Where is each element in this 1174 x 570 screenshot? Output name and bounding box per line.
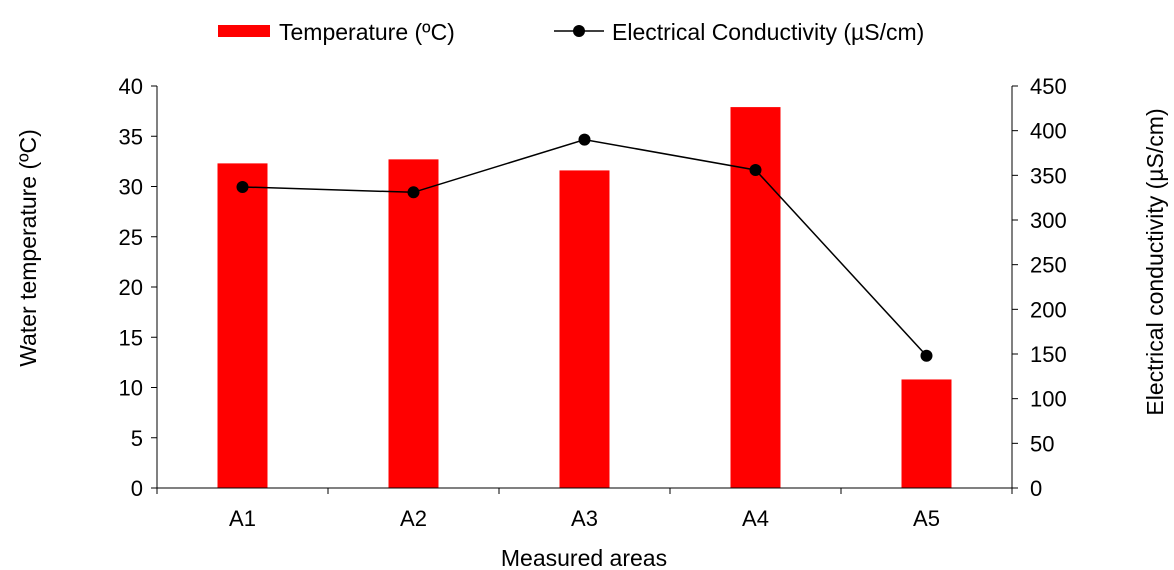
x-tick-label-a1: A1 bbox=[229, 506, 256, 531]
y2-tick-label: 250 bbox=[1030, 253, 1067, 278]
y2-tick-label: 450 bbox=[1030, 74, 1067, 99]
legend-label-temperature: Temperature (ºC) bbox=[279, 19, 455, 45]
y-tick-label: 20 bbox=[119, 275, 143, 300]
y-tick-label: 5 bbox=[131, 426, 143, 451]
y-axis-title: Water temperature (ºC) bbox=[15, 129, 41, 367]
bar-a5 bbox=[901, 379, 952, 488]
x-tick-label-a4: A4 bbox=[742, 506, 769, 531]
y2-tick-label: 300 bbox=[1030, 208, 1067, 233]
conductivity-point-a5 bbox=[920, 349, 933, 362]
y2-tick-label: 400 bbox=[1030, 119, 1067, 144]
y2-tick-label: 350 bbox=[1030, 163, 1067, 188]
plot-area: 0510152025303540050100150200250300350400… bbox=[119, 74, 1067, 531]
y-tick-label: 15 bbox=[119, 325, 143, 350]
y2-axis-title: Electrical conductivity (µS/cm) bbox=[1142, 108, 1168, 415]
y2-tick-label: 50 bbox=[1030, 431, 1054, 456]
x-tick-label-a5: A5 bbox=[913, 506, 940, 531]
bar-a2 bbox=[388, 159, 439, 489]
conductivity-point-a1 bbox=[236, 180, 249, 193]
legend-label-conductivity: Electrical Conductivity (µS/cm) bbox=[612, 19, 924, 45]
y2-tick-label: 200 bbox=[1030, 297, 1067, 322]
y-tick-label: 25 bbox=[119, 225, 143, 250]
x-axis-title: Measured areas bbox=[501, 545, 667, 570]
y-tick-label: 40 bbox=[119, 74, 143, 99]
conductivity-point-a4 bbox=[749, 163, 762, 176]
bar-a3 bbox=[559, 170, 610, 489]
y-tick-label: 35 bbox=[119, 124, 143, 149]
y2-tick-label: 150 bbox=[1030, 342, 1067, 367]
y-tick-label: 30 bbox=[119, 175, 143, 200]
legend-swatch-temperature bbox=[218, 25, 270, 37]
y-tick-label: 10 bbox=[119, 376, 143, 401]
y-tick-label: 0 bbox=[131, 476, 143, 501]
y2-tick-label: 100 bbox=[1030, 387, 1067, 412]
y2-tick-label: 0 bbox=[1030, 476, 1042, 501]
conductivity-point-a3 bbox=[578, 133, 591, 146]
bar-a1 bbox=[217, 163, 268, 488]
legend-marker-conductivity bbox=[573, 25, 585, 37]
x-tick-label-a2: A2 bbox=[400, 506, 427, 531]
x-tick-label-a3: A3 bbox=[571, 506, 598, 531]
conductivity-point-a2 bbox=[407, 186, 420, 199]
legend: Temperature (ºC) Electrical Conductivity… bbox=[218, 19, 924, 45]
